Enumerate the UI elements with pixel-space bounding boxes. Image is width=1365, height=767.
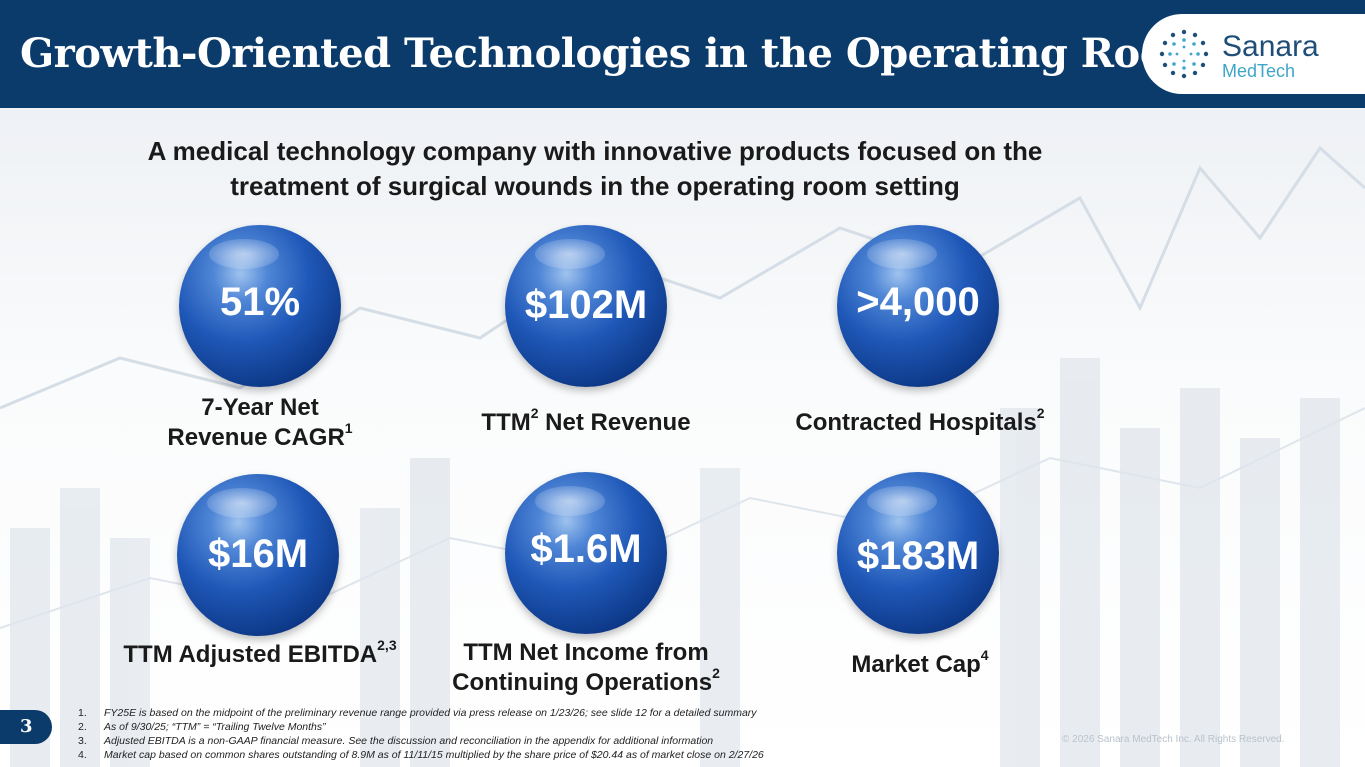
footnote-item: 3. Adjusted EBITDA is a non-GAAP financia… xyxy=(78,734,764,748)
subtitle-line-1: A medical technology company with innova… xyxy=(147,136,1043,166)
label-text: Contracted Hospitals xyxy=(795,409,1037,436)
logo-name: Sanara xyxy=(1222,30,1319,63)
metric-sphere-hospitals: >4,000 xyxy=(837,225,999,387)
metric-label-ebitda: TTM Adjusted EBITDA2,3 xyxy=(100,637,420,670)
footnote-number: 3. xyxy=(78,735,87,747)
footnote-ref: 2,3 xyxy=(377,637,397,653)
label-line-1: TTM Net Income from xyxy=(463,639,709,666)
footnote-item: 1. FY25E is based on the midpoint of the … xyxy=(78,706,764,720)
footnote-item: 2. As of 9/30/25; “TTM” = “Trailing Twelv… xyxy=(78,720,764,734)
footnote-number: 1. xyxy=(78,707,87,719)
metric-sphere-net-income: $1.6M xyxy=(505,472,667,634)
footnote-ref: 4 xyxy=(980,647,989,663)
metric-sphere-revenue: $102M xyxy=(505,225,667,387)
metric-label-revenue: TTM2 Net Revenue xyxy=(446,405,726,438)
footnote-ref: 2 xyxy=(1036,405,1045,421)
footnote-text: FY25E is based on the midpoint of the pr… xyxy=(104,707,757,719)
metric-label-market-cap: Market Cap4 xyxy=(800,647,1040,680)
company-logo: Sanara MedTech xyxy=(1142,14,1365,94)
metric-value: $183M xyxy=(856,534,980,578)
footnote-number: 4. xyxy=(78,749,87,761)
footnotes: 1. FY25E is based on the midpoint of the … xyxy=(78,706,764,762)
label-line-2: Continuing Operations2 xyxy=(426,665,746,698)
logo-subtitle: MedTech xyxy=(1222,61,1296,81)
metric-label-net-income: TTM Net Income from Continuing Operation… xyxy=(426,638,746,698)
label-text: Market Cap xyxy=(851,651,981,678)
label-line-1: 7-Year Net xyxy=(201,394,319,421)
footnote-number: 2. xyxy=(78,721,87,733)
label-text: Net Revenue xyxy=(538,409,691,436)
metric-sphere-market-cap: $183M xyxy=(837,472,999,634)
footnote-item: 4. Market cap based on common shares outs… xyxy=(78,748,764,762)
metric-value: >4,000 xyxy=(856,280,980,324)
page-title: Growth-Oriented Technologies in the Oper… xyxy=(20,30,1208,77)
metric-value: $16M xyxy=(207,532,309,576)
background-chart-decoration xyxy=(0,108,1365,767)
footnote-ref: 2 xyxy=(712,665,720,681)
metric-label-hospitals: Contracted Hospitals2 xyxy=(770,405,1070,438)
header-bar: Growth-Oriented Technologies in the Oper… xyxy=(0,0,1365,108)
label-text: TTM xyxy=(481,409,531,436)
label-text: Revenue CAGR xyxy=(167,424,345,451)
metric-value: 51% xyxy=(219,280,301,324)
label-line-2: Revenue CAGR1 xyxy=(130,420,390,453)
copyright-notice: © 2026 Sanara MedTech Inc. All Rights Re… xyxy=(1062,734,1285,745)
logo-burst-icon xyxy=(1159,29,1209,79)
metric-sphere-ebitda: $16M xyxy=(177,474,339,636)
footnote-text: Adjusted EBITDA is a non-GAAP financial … xyxy=(104,735,714,747)
page-number: 3 xyxy=(0,710,52,744)
metric-label-cagr: 7-Year Net Revenue CAGR1 xyxy=(130,393,390,453)
metric-value: $1.6M xyxy=(530,527,642,571)
footnote-text: Market cap based on common shares outsta… xyxy=(104,749,764,761)
metric-sphere-cagr: 51% xyxy=(179,225,341,387)
label-text: Continuing Operations xyxy=(452,669,713,696)
footnote-ref: 1 xyxy=(344,420,353,436)
label-text: TTM Adjusted EBITDA xyxy=(123,641,378,668)
footnote-text: As of 9/30/25; “TTM” = “Trailing Twelve … xyxy=(104,721,326,733)
metric-value: $102M xyxy=(524,283,648,327)
footnote-ref: 2 xyxy=(530,405,539,421)
subtitle-line-2: treatment of surgical wounds in the oper… xyxy=(230,171,960,201)
subtitle: A medical technology company with innova… xyxy=(80,134,1110,204)
